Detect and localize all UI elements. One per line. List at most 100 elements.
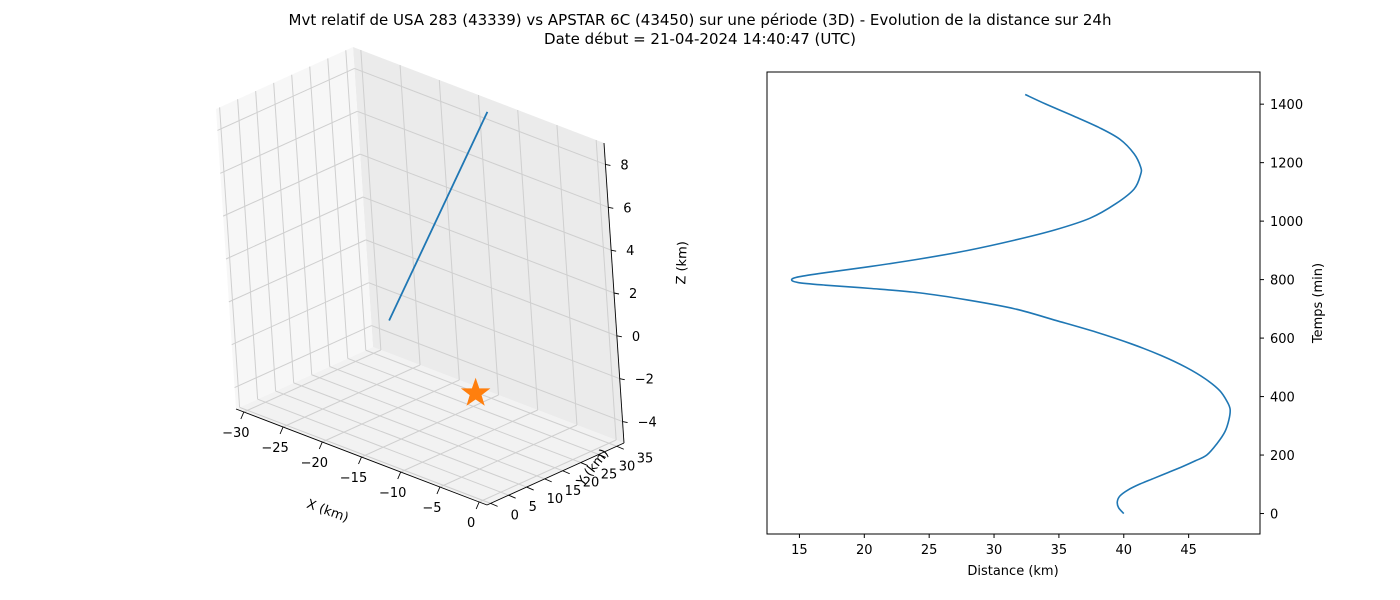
- grid-line-z-left: [220, 110, 358, 174]
- x-tick-3d: [358, 456, 362, 465]
- plot-frame: [766, 71, 1261, 535]
- z-tick-label-3d: 8: [620, 158, 628, 173]
- x-ticks-group: 15 20 25 30 35 40 45: [791, 534, 1197, 558]
- x-tick-3d: [397, 471, 402, 480]
- y-tick-label-3d: 5: [529, 500, 537, 515]
- z-tick-3d: [605, 163, 611, 166]
- grid-line-y-floor: [329, 366, 581, 464]
- z-tick-label-3d: 2: [629, 287, 637, 302]
- y-tick-label: 400: [1270, 391, 1295, 406]
- grid-line-z-back: [354, 67, 606, 165]
- y-tick-label-3d: 15: [565, 484, 582, 499]
- x-axis-label-3d: X (km): [305, 497, 351, 526]
- x-tick-label-3d: −5: [422, 501, 441, 516]
- y-tick-label: 1000: [1270, 215, 1303, 230]
- y-tick-label-3d: 20: [583, 476, 600, 491]
- z-tick-3d: [608, 206, 614, 209]
- y-tick-3d: [580, 462, 588, 466]
- y-tick-label-3d: 35: [637, 451, 654, 466]
- x-tick-label: 20: [856, 543, 873, 558]
- x-tick-label-3d: −10: [379, 486, 406, 501]
- y-axis-label: Temps (min): [1311, 263, 1326, 344]
- x-tick-label: 35: [1051, 543, 1068, 558]
- y-tick-label: 800: [1270, 274, 1295, 289]
- y-tick-label-3d: 25: [601, 468, 618, 483]
- grid-line-x-floor: [478, 439, 617, 503]
- z-tick-3d: [619, 378, 625, 381]
- y-tick-label-3d: 10: [547, 492, 564, 507]
- y-ticks-group: 0 200 400 600 800 1000 1200 1400: [1260, 98, 1303, 523]
- z-tick-label-3d: 4: [626, 244, 634, 259]
- grid-line-z-left: [228, 239, 367, 303]
- grid-line-y-floor: [275, 390, 527, 488]
- grid-line-z-back: [368, 282, 620, 380]
- grid-line-y-floor: [311, 374, 563, 472]
- x-tick-label: 25: [921, 543, 938, 558]
- grid-line-y-floor: [257, 398, 509, 496]
- grid-line-z-left: [222, 153, 361, 217]
- y-tick-label: 600: [1270, 332, 1295, 347]
- grid-lines-3d: [217, 49, 623, 504]
- x-tick-label: 15: [791, 543, 808, 558]
- x-tick-label-3d: −25: [261, 441, 288, 456]
- y-tick-label-3d: 0: [511, 508, 519, 523]
- y-tick-3d: [526, 486, 534, 491]
- grid-line-x-floor: [322, 379, 460, 443]
- trajectory-line: [388, 111, 489, 321]
- y-tick-label: 200: [1270, 449, 1295, 464]
- grid-line-z-back: [371, 325, 623, 423]
- y-axis-line-3d: [486, 442, 625, 506]
- grid-line-x-floor: [400, 409, 538, 473]
- x-tick-3d: [436, 486, 441, 495]
- x-tick-label-3d: 0: [467, 516, 475, 531]
- x-tick-3d: [279, 426, 284, 435]
- y-tick-3d: [490, 502, 498, 507]
- z-tick-label-3d: 6: [623, 201, 631, 216]
- x-tick-label: 45: [1180, 543, 1197, 558]
- x-tick-label-3d: −20: [301, 456, 328, 471]
- z-axis-label-3d: Z (km): [674, 241, 691, 285]
- x-tick-label-3d: −30: [222, 426, 249, 441]
- z-tick-label-3d: 0: [632, 330, 640, 345]
- x-tick-label: 30: [986, 543, 1003, 558]
- data-3d: [388, 111, 491, 406]
- plot-distance-over-time: 15 20 25 30 35 40 45 0 200 400 600 800 1000 1200 1400…: [766, 71, 1326, 579]
- z-tick-label-3d: −2: [635, 373, 654, 388]
- z-tick-label-3d: −4: [638, 416, 657, 431]
- grid-line-x-floor: [243, 349, 382, 413]
- x-axis-label: Distance (km): [967, 564, 1058, 579]
- y-tick-label: 1200: [1270, 157, 1303, 172]
- grid-line-x-floor: [282, 364, 421, 428]
- series-group: [790, 93, 1232, 515]
- y-tick-3d: [616, 445, 624, 450]
- grid-line-y-floor: [347, 357, 599, 455]
- grid-line-z-back: [357, 110, 609, 208]
- axes-3d: −30−25−20−15−10−5005101520253035−4−20246…: [222, 142, 657, 531]
- chart-title-line-2: Date début = 21-04-2024 14:40:47 (UTC): [544, 30, 856, 48]
- plot-3d-trajectory: −30−25−20−15−10−5005101520253035−4−20246…: [216, 47, 691, 531]
- grid-line-z-left: [217, 67, 355, 131]
- y-tick-label: 0: [1270, 508, 1278, 523]
- grid-line-z-left: [231, 282, 369, 346]
- grid-line-y-floor: [239, 406, 491, 504]
- y-tick-3d: [544, 478, 552, 483]
- pane-group: [216, 47, 624, 505]
- z-tick-3d: [613, 292, 620, 295]
- grid-line-z-back: [359, 153, 612, 251]
- z-tick-3d: [622, 421, 628, 424]
- x-tick-label-3d: −15: [340, 471, 367, 486]
- grid-line-y-floor: [365, 349, 617, 447]
- chart-title-line-1: Mvt relatif de USA 283 (43339) vs APSTAR…: [289, 11, 1112, 29]
- grid-line-z-back: [362, 196, 615, 294]
- x-tick-3d: [475, 501, 480, 510]
- series-line-distance: [790, 93, 1232, 515]
- x-tick-3d: [318, 441, 323, 450]
- grid-line-z-left: [225, 196, 364, 260]
- x-tick-label: 40: [1116, 543, 1133, 558]
- grid-line-z-back: [365, 239, 618, 337]
- x-tick-3d: [240, 411, 245, 420]
- grid-line-z-left: [234, 325, 372, 389]
- grid-line-x-floor: [361, 394, 499, 458]
- z-tick-3d: [616, 335, 622, 338]
